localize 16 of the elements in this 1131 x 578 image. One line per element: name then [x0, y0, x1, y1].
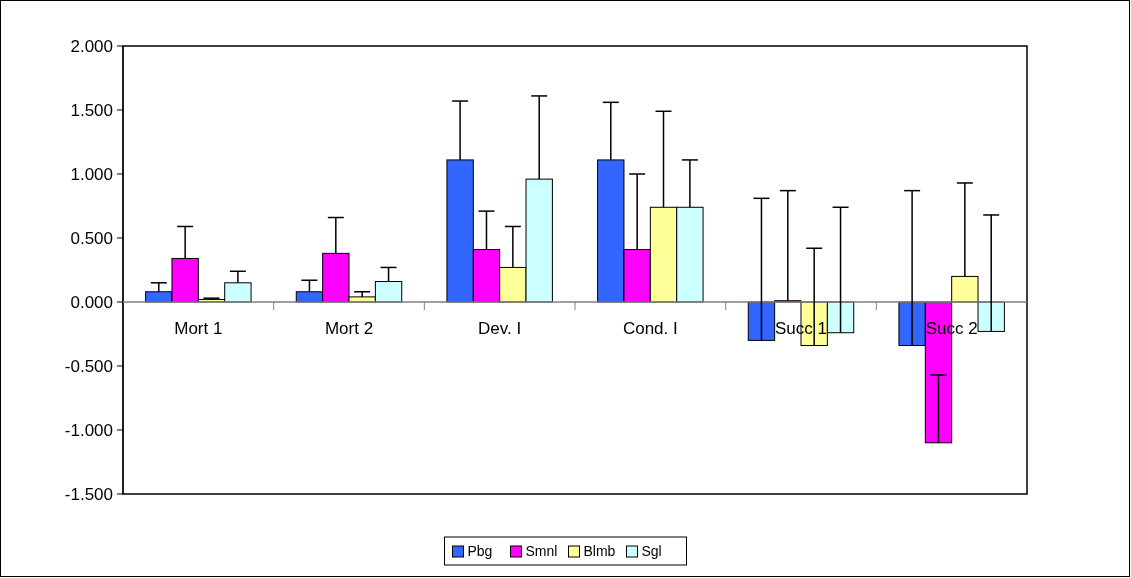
y-tick-label: -0.500 — [64, 356, 113, 376]
x-tick-label: Cond. I — [622, 319, 678, 338]
x-tick-label: Mort 2 — [324, 319, 374, 338]
x-tick-label: Dev. I — [478, 319, 522, 338]
y-tick-label: 0.500 — [70, 228, 113, 248]
legend-label: Sgl — [641, 543, 662, 559]
y-tick-label: 1.500 — [70, 100, 113, 120]
legend-label: Pbg — [467, 543, 493, 559]
y-tick-label: 1.000 — [70, 164, 113, 184]
y-tick-label: -1.000 — [64, 420, 113, 440]
legend-label: Smnl — [525, 543, 558, 559]
y-tick-label: -1.500 — [64, 484, 113, 504]
legend-label: Blmb — [583, 543, 616, 559]
y-tick-label: 2.000 — [70, 36, 113, 56]
x-tick-label: Mort 1 — [174, 319, 223, 338]
y-tick-label: 0.000 — [70, 292, 113, 312]
